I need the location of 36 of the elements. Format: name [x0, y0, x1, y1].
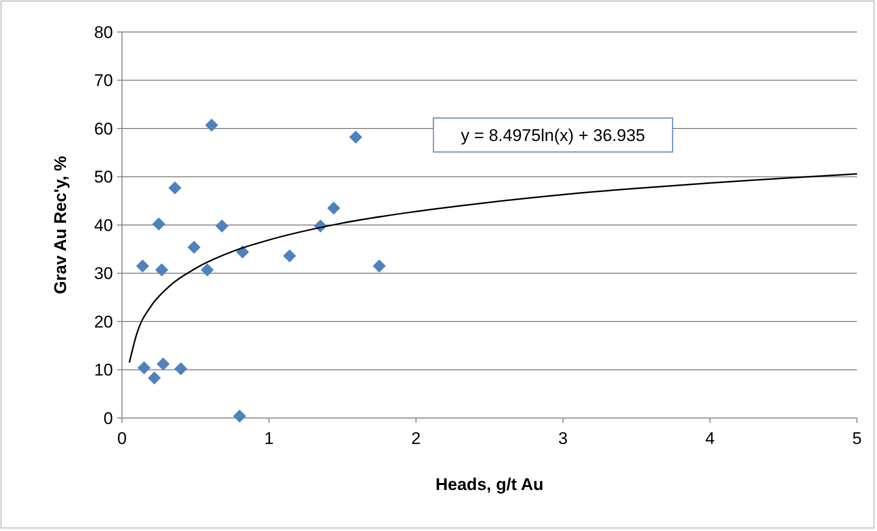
y-tick-label: 40	[94, 216, 113, 235]
x-tick-label: 3	[558, 429, 568, 448]
point	[188, 240, 201, 254]
x-tick-label: 0	[117, 429, 127, 448]
point	[168, 181, 182, 194]
y-tick-label: 50	[94, 168, 113, 187]
point	[156, 357, 170, 370]
point	[327, 202, 340, 215]
point	[215, 219, 228, 232]
line-series	[128, 173, 858, 364]
y-tick-label: 70	[94, 71, 113, 90]
point	[138, 361, 151, 374]
annotation: y = 8.4975ln(x) + 36.935	[460, 126, 646, 145]
y-tick-label: 0	[104, 408, 113, 428]
point	[372, 260, 386, 273]
point	[155, 263, 168, 276]
x-axis-title: Heads, g/t Au	[436, 475, 544, 494]
point	[283, 249, 296, 262]
y-tick-label: 60	[94, 119, 113, 138]
point	[136, 260, 150, 273]
point	[233, 410, 246, 423]
y-tick-label: 20	[94, 312, 113, 332]
point	[152, 218, 166, 231]
point	[148, 371, 161, 384]
x-tick-label: 1	[264, 429, 274, 448]
y-tick-label: 10	[94, 360, 113, 380]
point	[200, 263, 214, 276]
x-tick-label: 5	[852, 429, 862, 448]
y-tick-label: 30	[94, 264, 113, 284]
point	[205, 118, 218, 132]
x-tick-label: 4	[705, 429, 715, 448]
y-tick-label: 80	[94, 22, 113, 42]
x-tick-label: 2	[411, 429, 421, 448]
y-axis-title: Grav Au Rec'y, %	[51, 156, 70, 294]
point	[174, 362, 188, 376]
point	[349, 130, 362, 144]
